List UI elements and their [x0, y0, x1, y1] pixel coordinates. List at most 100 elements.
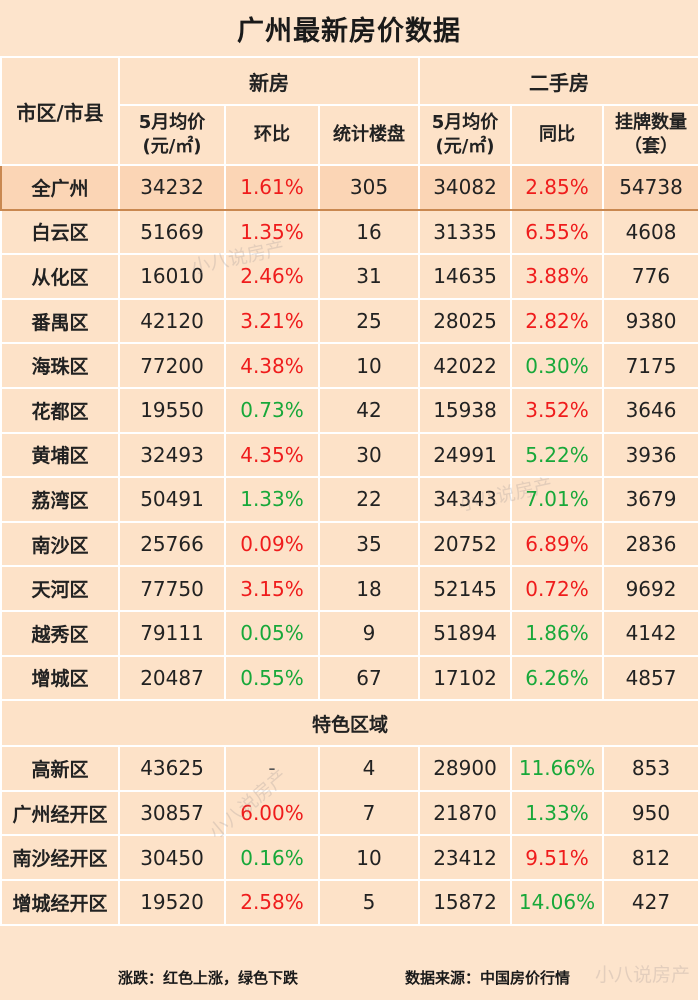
sh-listings-cell: 3646: [601, 386, 698, 434]
district-name-cell: 海珠区: [0, 342, 120, 389]
sh-yoy-cell: 9.51%: [510, 834, 604, 881]
page-title: 广州最新房价数据: [0, 0, 698, 56]
sh-avg-price-cell: 24991: [418, 431, 512, 479]
district-name-cell: 广州经开区: [0, 789, 120, 837]
sh-yoy-cell: 5.22%: [510, 431, 604, 479]
header-sh-avg-price: 5月均价 (元/㎡): [418, 104, 512, 166]
new-mom-cell: 4.38%: [224, 342, 320, 389]
header-row-groups: 市区/市县 新房 二手房: [0, 56, 698, 166]
sh-yoy-cell: 3.52%: [510, 386, 604, 434]
district-name-cell: 番禺区: [0, 297, 120, 345]
new-mom-cell: 0.16%: [224, 834, 320, 881]
header-row-columns: 5月均价 (元/㎡) 环比 统计楼盘 5月均价 (元/㎡) 同比 挂牌数量 （套…: [1, 104, 698, 166]
new-projects-cell: 31: [318, 253, 420, 300]
new-mom-cell: 0.73%: [224, 386, 320, 434]
new-mom-cell: -: [224, 745, 320, 792]
header-new-projects: 统计楼盘: [318, 104, 420, 166]
district-name-cell: 花都区: [0, 386, 120, 434]
new-avg-price-cell: 42120: [118, 297, 226, 345]
sh-listings-cell: 54738: [601, 164, 698, 211]
district-name-cell: 从化区: [0, 253, 120, 300]
sh-listings-cell: 853: [601, 745, 698, 792]
sh-listings-cell: 776: [601, 253, 698, 300]
table-row: 天河区 77750 3.15% 18 52145 0.72% 9692: [0, 565, 698, 612]
sh-avg-price-cell: 28900: [418, 745, 512, 792]
new-mom-cell: 1.35%: [224, 208, 320, 256]
sh-listings-cell: 4142: [601, 609, 698, 657]
footer: 涨跌：红色上涨，绿色下跌 数据来源：中国房价行情: [0, 952, 698, 1000]
new-projects-cell: 22: [318, 476, 420, 523]
sh-yoy-cell: 1.33%: [510, 789, 604, 837]
sh-yoy-cell: 14.06%: [510, 878, 604, 926]
new-avg-price-cell: 77200: [118, 342, 226, 389]
sh-yoy-cell: 2.82%: [510, 297, 604, 345]
sh-avg-price-cell: 52145: [418, 565, 512, 612]
new-projects-cell: 25: [318, 297, 420, 345]
district-name-cell: 越秀区: [0, 609, 120, 657]
sh-yoy-cell: 0.30%: [510, 342, 604, 389]
new-avg-price-cell: 25766: [118, 520, 226, 568]
sh-yoy-cell: 0.72%: [510, 565, 604, 612]
sh-yoy-cell: 2.85%: [510, 164, 604, 211]
table-row: 南沙区 25766 0.09% 35 20752 6.89% 2836: [0, 520, 698, 568]
new-mom-cell: 3.21%: [224, 297, 320, 345]
sh-avg-price-cell: 15872: [418, 878, 512, 926]
sh-avg-price-cell: 15938: [418, 386, 512, 434]
new-avg-price-cell: 50491: [118, 476, 226, 523]
district-name-cell: 高新区: [0, 745, 120, 792]
sh-listings-cell: 812: [601, 834, 698, 881]
district-name-cell: 增城区: [0, 654, 120, 702]
table-row: 全广州 34232 1.61% 305 34082 2.85% 54738: [0, 164, 698, 211]
sh-avg-price-cell: 34082: [418, 164, 512, 211]
table-row: 海珠区 77200 4.38% 10 42022 0.30% 7175: [0, 342, 698, 389]
sh-avg-price-cell: 51894: [418, 609, 512, 657]
new-avg-price-cell: 32493: [118, 431, 226, 479]
new-avg-price-cell: 30450: [118, 834, 226, 881]
table-row: 白云区 51669 1.35% 16 31335 6.55% 4608: [0, 208, 698, 256]
sh-yoy-cell: 7.01%: [510, 476, 604, 523]
header-sh-listings: 挂牌数量 （套）: [601, 104, 698, 166]
sh-yoy-cell: 6.55%: [510, 208, 604, 256]
table-row: 增城区 20487 0.55% 67 17102 6.26% 4857: [0, 654, 698, 702]
new-projects-cell: 67: [318, 654, 420, 702]
table-row: 荔湾区 50491 1.33% 22 34343 7.01% 3679: [0, 476, 698, 523]
table-row: 番禺区 42120 3.21% 25 28025 2.82% 9380: [0, 297, 698, 345]
new-projects-cell: 10: [318, 342, 420, 389]
sh-avg-price-cell: 20752: [418, 520, 512, 568]
new-projects-cell: 18: [318, 565, 420, 612]
sh-listings-cell: 4608: [601, 208, 698, 256]
table-row: 花都区 19550 0.73% 42 15938 3.52% 3646: [0, 386, 698, 434]
district-name-cell: 增城经开区: [0, 878, 120, 926]
footer-source: 数据来源：中国房价行情: [405, 969, 571, 987]
new-mom-cell: 0.05%: [224, 609, 320, 657]
new-mom-cell: 6.00%: [224, 789, 320, 837]
new-mom-cell: 2.58%: [224, 878, 320, 926]
header-sh-yoy: 同比: [510, 104, 604, 166]
new-avg-price-cell: 51669: [118, 208, 226, 256]
district-name-cell: 南沙经开区: [0, 834, 120, 881]
new-avg-price-cell: 19520: [118, 878, 226, 926]
header-new-house: 新房: [118, 56, 420, 106]
header-new-mom: 环比: [224, 104, 320, 166]
table-row: 高新区 43625-4 28900 11.66% 853: [0, 745, 698, 792]
sh-avg-price-cell: 31335: [418, 208, 512, 256]
district-name-cell: 荔湾区: [0, 476, 120, 523]
table-row: 增城经开区 19520 2.58% 5 15872 14.06% 427: [0, 878, 698, 926]
new-projects-cell: 42: [318, 386, 420, 434]
table-row: 广州经开区 30857 6.00% 7 21870 1.33% 950: [0, 789, 698, 837]
new-mom-cell: 2.46%: [224, 253, 320, 300]
special-rows: 高新区 43625-4 28900 11.66% 853 广州经开区 30857 6.00% 7…: [0, 745, 698, 926]
sh-yoy-cell: 6.26%: [510, 654, 604, 702]
new-projects-cell: 5: [318, 878, 420, 926]
new-projects-cell: 4: [318, 745, 420, 792]
special-section-title: 特色区域: [0, 699, 698, 748]
new-projects-cell: 16: [318, 208, 420, 256]
sh-listings-cell: 3936: [601, 431, 698, 479]
new-projects-cell: 7: [318, 789, 420, 837]
new-mom-cell: 3.15%: [224, 565, 320, 612]
new-avg-price-cell: 43625: [118, 745, 226, 792]
sh-listings-cell: 4857: [601, 654, 698, 702]
sh-yoy-cell: 3.88%: [510, 253, 604, 300]
new-projects-cell: 305: [318, 164, 420, 211]
district-name-cell: 南沙区: [0, 520, 120, 568]
